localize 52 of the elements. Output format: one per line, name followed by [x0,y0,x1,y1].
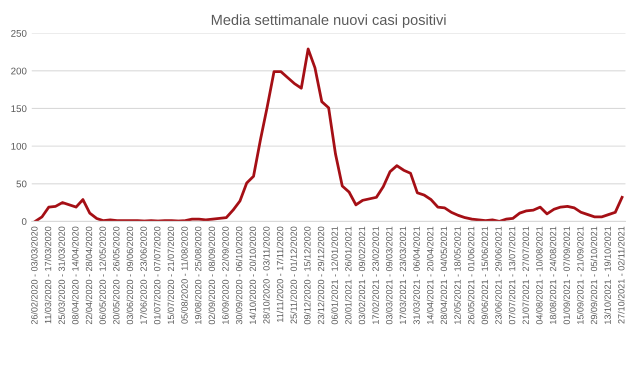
y-tick-label: 100 [11,142,27,150]
x-tick-label: 11/11/2020 - 17/11/2020 [276,226,284,322]
x-tick-label: 23/06/2021 - 29/06/2021 [495,226,502,324]
x-tick-label: 26/02/2020 - 03/03/2020 [30,226,38,324]
x-tick-label: 15/07/2020 - 21/07/2020 [167,226,174,324]
x-tick-label: 07/07/2021 - 13/07/2021 [508,226,516,324]
x-tick-label: 08/04/2020 - 14/04/2020 [72,226,79,324]
x-tick-label: 05/08/2020 - 11/08/2020 [181,226,188,324]
y-tick-label: 50 [16,180,27,188]
x-tick-label: 25/03/2020 - 31/03/2020 [58,226,65,324]
x-tick-label: 29/09/2021 - 05/10/2021 [590,226,598,324]
x-tick-label: 18/08/2021 - 24/08/2021 [550,226,556,324]
x-tick-label: 20/01/2021 - 26/01/2021 [344,226,352,324]
x-tick-label: 06/05/2020 - 12/05/2020 [99,226,106,324]
x-tick-label: 02/09/2020 - 08/09/2020 [208,226,216,324]
x-tick-label: 30/09/2020 - 06/10/2020 [236,226,242,324]
chart-title: Media settimanale nuovi casi positivi [212,14,446,28]
x-tick-label: 17/02/2021 - 23/02/2021 [372,226,379,324]
x-tick-label: 03/03/2021 - 09/03/2021 [386,226,392,324]
x-tick-label: 17/03/2021 - 23/03/2021 [399,226,406,324]
x-tick-label: 13/10/2021 - 19/10/2021 [604,226,611,324]
x-tick-label: 19/08/2020 - 25/08/2020 [194,226,202,324]
x-tick-label: 01/09/2021 - 07/09/2021 [563,226,570,324]
x-tick-label: 23/12/2020 - 29/12/2020 [318,226,324,324]
x-tick-label: 21/07/2021 - 27/07/2021 [522,226,529,324]
x-tick-label: 15/09/2021 - 21/09/2021 [576,226,584,324]
line-series [34,48,624,222]
x-tick-label: 04/08/2021 - 10/08/2021 [536,226,543,324]
x-tick-label: 03/02/2021 - 09/02/2021 [358,226,366,324]
x-tick-label: 12/05/2021 - 18/05/2021 [454,226,461,324]
x-tick-label: 22/04/2020 - 28/04/2020 [86,226,92,324]
y-tick-label: 250 [11,30,27,37]
x-tick-label: 16/09/2020 - 22/09/2020 [222,226,229,324]
x-tick-label: 03/06/2020 - 09/06/2020 [126,226,134,324]
x-tick-label: 17/06/2020 - 23/06/2020 [140,226,147,324]
x-tick-label: 14/04/2021 - 20/04/2021 [426,226,434,324]
x-tick-label: 31/03/2021 - 06/04/2021 [413,226,420,324]
x-tick-label: 11/03/2020 - 17/03/2020 [44,226,52,324]
x-tick-label: 20/05/2020 - 26/05/2020 [112,226,120,324]
x-tick-label: 09/12/2020 - 15/12/2020 [304,226,311,324]
y-tick-label: 200 [11,68,27,74]
x-tick-label: 27/10/2021 - 02/11/2021 [618,226,624,324]
y-tick-label: 0 [22,218,27,226]
x-tick-label: 01/07/2020 - 07/07/2020 [154,226,160,324]
x-tick-label: 26/05/2021 - 01/06/2021 [468,226,474,324]
x-tick-label: 14/10/2020 - 20/10/2020 [249,226,256,324]
x-tick-label: 25/11/2020 - 01/12/2020 [290,226,297,324]
x-tick-label: 09/06/2021 - 15/06/2021 [481,226,488,324]
x-tick-label: 06/01/2021 - 12/01/2021 [331,226,338,324]
x-tick-label: 28/04/2021 - 04/05/2021 [440,226,448,324]
x-tick-label: 28/10/2020 - 03/11/2020 [262,226,270,324]
y-tick-label: 150 [11,105,27,112]
